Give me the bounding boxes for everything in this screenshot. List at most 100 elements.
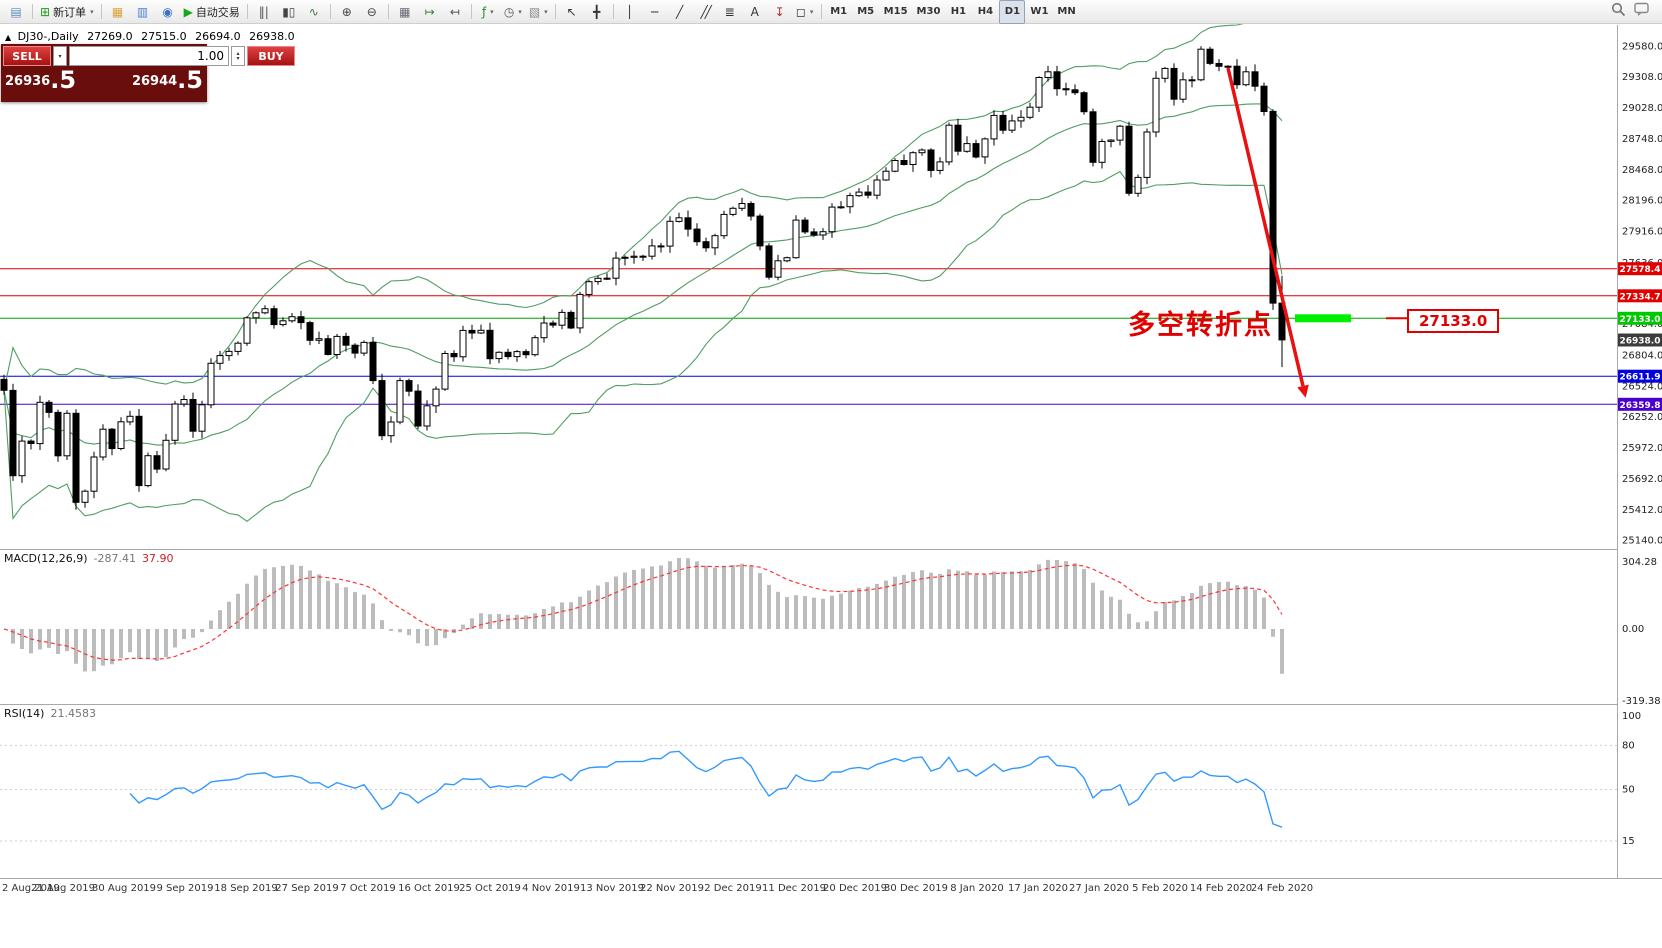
volume-spin-down-icon[interactable]: ▾: [236, 55, 240, 62]
svg-text:16 Oct 2019: 16 Oct 2019: [398, 883, 460, 894]
svg-text:50: 50: [1622, 785, 1635, 796]
fibonacci-icon[interactable]: ≣: [718, 2, 742, 22]
svg-text:27334.7: 27334.7: [1620, 292, 1661, 302]
svg-text:29580.0: 29580.0: [1622, 42, 1662, 53]
buy-button[interactable]: BUY: [247, 46, 295, 66]
indicators-button-dropdown-icon[interactable]: ▾: [490, 7, 494, 16]
ohlc-low: 26694.0: [195, 30, 241, 43]
candlestick-chart-icon[interactable]: ▮▯: [277, 2, 301, 22]
periods-button-dropdown-icon[interactable]: ▾: [518, 7, 522, 16]
zoom-out-icon[interactable]: ⊖: [360, 2, 384, 22]
horizontal-line-icon-glyph: ─: [651, 4, 659, 19]
charts-tile-icon[interactable]: ▤: [4, 2, 28, 22]
data-window-icon[interactable]: ▥: [131, 2, 155, 22]
new-order-button[interactable]: ⊞ 新订单 ▾: [37, 2, 97, 22]
buy-price[interactable]: 26944.5: [132, 68, 203, 92]
order-prices-row: 26936.5 26944.5: [3, 68, 205, 92]
svg-text:4 Nov 2019: 4 Nov 2019: [522, 883, 580, 894]
auto-scroll-icon[interactable]: ↦: [418, 2, 442, 22]
trendline-icon[interactable]: ╱: [668, 2, 692, 22]
search-icon[interactable]: [1611, 2, 1626, 21]
timeframe-d1[interactable]: D1: [999, 0, 1026, 24]
timeframe-h4[interactable]: H4: [977, 6, 994, 17]
indicators-button[interactable]: ƒ ▾: [476, 2, 500, 22]
timeframe-m15[interactable]: M15: [883, 6, 908, 17]
line-chart-icon[interactable]: ∿: [302, 2, 326, 22]
svg-text:26359.8: 26359.8: [1620, 401, 1661, 411]
horizontal-line-icon[interactable]: ─: [643, 2, 667, 22]
autotrading-button[interactable]: ▶ 自动交易: [181, 2, 243, 22]
periods-button[interactable]: ◷ ▾: [501, 2, 525, 22]
timeframe-mn[interactable]: MN: [1057, 6, 1076, 17]
timeframe-h1[interactable]: H1: [950, 6, 967, 17]
svg-text:27578.4: 27578.4: [1620, 265, 1661, 275]
channel-icon[interactable]: ╱╱: [693, 2, 717, 22]
one-click-trading-panel: SELL ▾ ▴ ▾ BUY 26936.5 26944.5: [1, 44, 295, 102]
arrows-icon[interactable]: ↧: [768, 2, 792, 22]
svg-text:26252.0: 26252.0: [1622, 412, 1662, 423]
arrows-icon-glyph: ↧: [774, 4, 785, 19]
buy-price-base: 26944: [131, 73, 178, 89]
templates-button[interactable]: ▧ ▾: [526, 2, 551, 22]
svg-text:28748.0: 28748.0: [1622, 134, 1662, 145]
shapes-button-dropdown-icon[interactable]: ▾: [809, 7, 814, 16]
svg-text:80: 80: [1622, 740, 1635, 751]
timeframe-w1[interactable]: W1: [1030, 6, 1049, 17]
zoom-out-icon-glyph: ⊖: [366, 4, 377, 19]
vertical-line-icon[interactable]: │: [618, 2, 642, 22]
autotrading-glyph: ▶: [183, 4, 193, 19]
chart-shift-icon[interactable]: ↤: [443, 2, 467, 22]
svg-text:30 Dec 2019: 30 Dec 2019: [884, 883, 948, 894]
svg-text:25692.0: 25692.0: [1622, 474, 1662, 485]
toolbar-separator: [329, 4, 331, 19]
new-order-button-dropdown-icon[interactable]: ▾: [90, 7, 94, 16]
volume-spin-down[interactable]: ▾: [53, 46, 67, 66]
volume-spin-up-icon[interactable]: ▴: [236, 50, 240, 57]
timeframe-m30[interactable]: M30: [916, 6, 941, 17]
price-callout-box[interactable]: 27133.0: [1407, 309, 1500, 333]
symbol-triangle-icon: ▲: [5, 33, 12, 42]
text-label-icon[interactable]: A: [743, 2, 767, 22]
svg-text:26938.0: 26938.0: [1620, 337, 1661, 347]
svg-text:20 Dec 2019: 20 Dec 2019: [823, 883, 887, 894]
toolbar-separator: [246, 4, 248, 19]
svg-text:30 Aug 2019: 30 Aug 2019: [92, 883, 156, 894]
svg-text:28468.0: 28468.0: [1622, 165, 1662, 176]
cursor-icon[interactable]: ↖: [560, 2, 584, 22]
text-label-icon-glyph: A: [750, 4, 759, 19]
tile-windows-icon[interactable]: ▦: [393, 2, 417, 22]
rsi-panel-header: RSI(14) 21.4583: [4, 707, 96, 720]
svg-text:24 Feb 2020: 24 Feb 2020: [1251, 883, 1313, 894]
bar-chart-icon[interactable]: ‖|: [252, 2, 276, 22]
templates-glyph: ▧: [528, 4, 541, 19]
volume-input[interactable]: [69, 46, 229, 66]
fibonacci-icon-glyph: ≣: [724, 4, 735, 19]
chat-icon[interactable]: [1634, 2, 1650, 21]
sell-button[interactable]: SELL: [3, 46, 51, 66]
zoom-in-icon[interactable]: ⊕: [335, 2, 359, 22]
crosshair-icon[interactable]: ╋: [585, 2, 609, 22]
svg-text:21 Aug 2019: 21 Aug 2019: [31, 883, 95, 894]
svg-text:5 Feb 2020: 5 Feb 2020: [1132, 883, 1188, 894]
market-watch-icon[interactable]: ▦: [106, 2, 130, 22]
macd-value: -287.41: [93, 552, 137, 565]
svg-text:25412.0: 25412.0: [1622, 505, 1662, 516]
svg-text:7 Oct 2019: 7 Oct 2019: [340, 883, 395, 894]
templates-button-dropdown-icon[interactable]: ▾: [544, 7, 548, 16]
toolbar-separator: [470, 4, 472, 19]
timeframe-m1[interactable]: M1: [830, 6, 848, 17]
rsi-value: 21.4583: [50, 707, 96, 720]
svg-text:27 Sep 2019: 27 Sep 2019: [275, 883, 338, 894]
svg-text:9 Sep 2019: 9 Sep 2019: [156, 883, 213, 894]
timeframe-m5[interactable]: M5: [857, 6, 875, 17]
svg-text:25140.0: 25140.0: [1622, 536, 1662, 547]
help-icon[interactable]: ◉: [156, 2, 180, 22]
order-controls-row: SELL ▾ ▴ ▾ BUY: [3, 46, 295, 66]
sell-price[interactable]: 26936.5: [5, 68, 76, 92]
crosshair-icon-glyph: ╋: [593, 4, 601, 19]
chart-shift-icon-glyph: ↤: [449, 4, 460, 19]
volume-spinner[interactable]: ▴ ▾: [231, 46, 245, 66]
turning-point-annotation[interactable]: 多空转折点: [1128, 310, 1273, 341]
shapes-button[interactable]: ◻ ▾: [793, 2, 817, 22]
